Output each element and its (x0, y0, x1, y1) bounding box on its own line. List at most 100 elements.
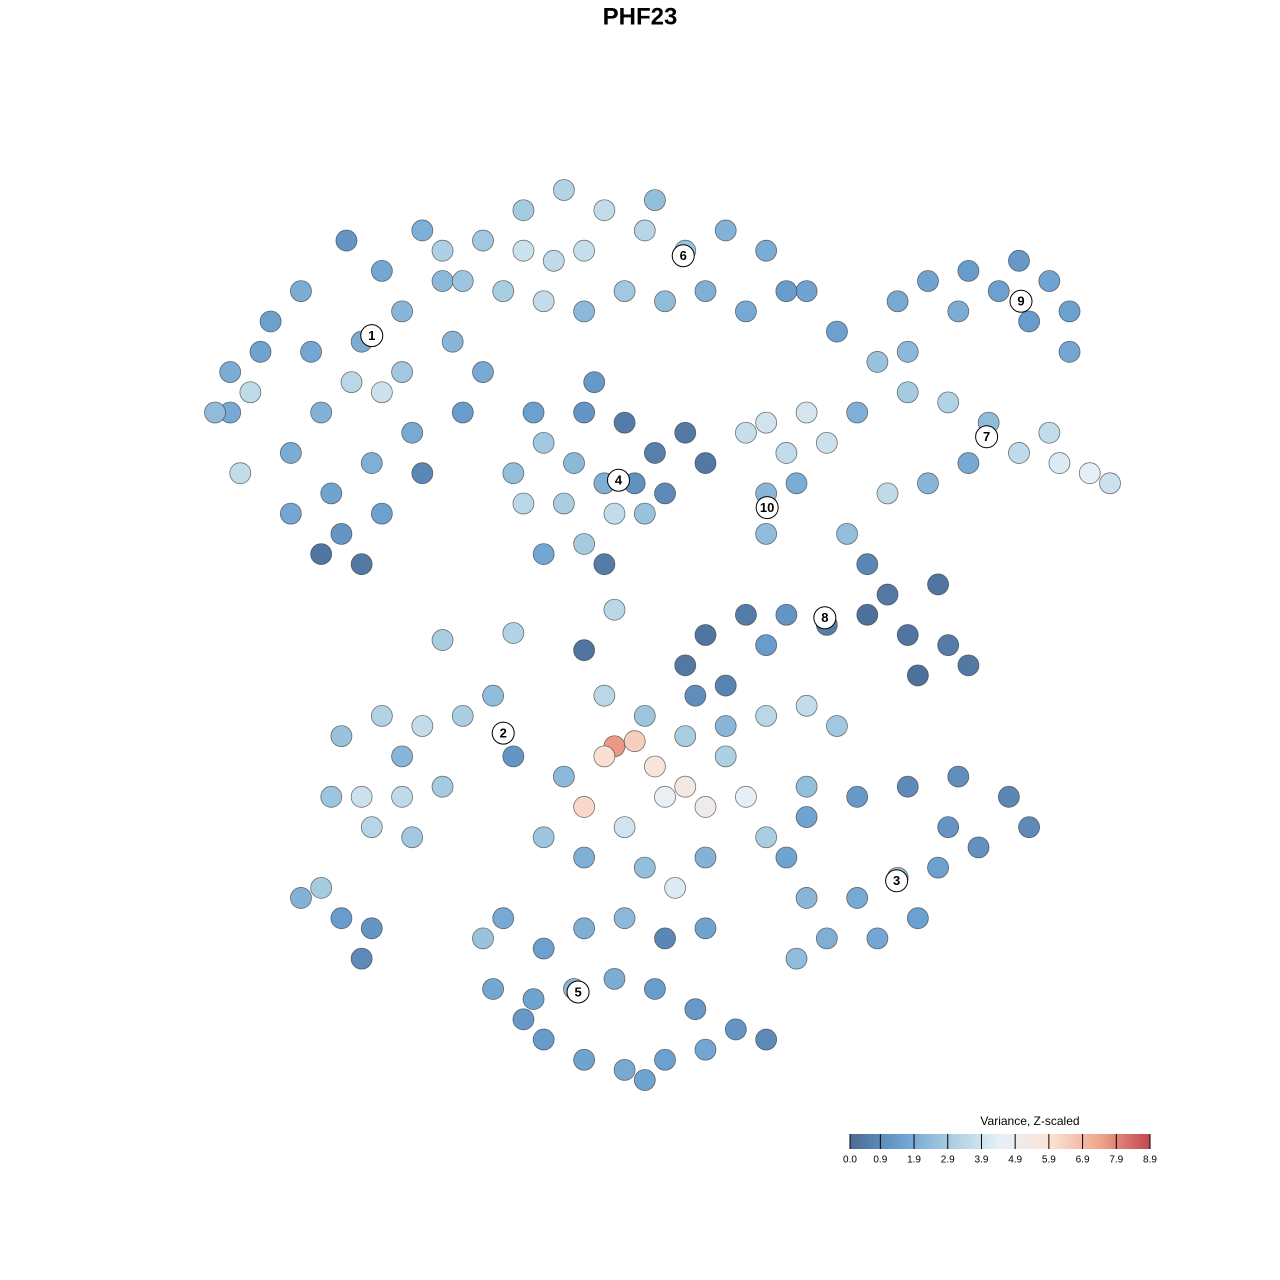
point (1008, 249, 1030, 272)
point (856, 603, 879, 626)
cluster-label-badge (975, 425, 999, 449)
point (755, 239, 778, 262)
point (360, 452, 383, 474)
point (593, 199, 616, 222)
point (512, 239, 535, 262)
point (512, 492, 535, 515)
point (1099, 472, 1121, 495)
point (654, 927, 676, 950)
point (967, 836, 990, 859)
point (522, 401, 545, 424)
cluster-label: 1 (360, 324, 384, 348)
point (573, 917, 596, 940)
point (997, 785, 1020, 808)
point (335, 229, 358, 252)
point (633, 502, 656, 525)
point (785, 947, 808, 970)
point (917, 270, 939, 292)
point (391, 300, 413, 323)
point (957, 654, 980, 677)
cluster-label-badge (491, 721, 515, 745)
colorbar-tick-label: 8.9 (1143, 1155, 1157, 1166)
cluster-label-text: 7 (983, 429, 990, 444)
point (755, 522, 778, 545)
point (815, 927, 838, 950)
point (350, 947, 373, 970)
point (755, 705, 778, 727)
cluster-label: 7 (975, 425, 999, 449)
point (573, 239, 596, 262)
point (886, 290, 909, 313)
point (644, 442, 666, 464)
point (633, 219, 656, 242)
point (694, 452, 717, 474)
point (360, 816, 383, 839)
point (795, 775, 818, 798)
colorbar-tick-label: 3.9 (975, 1155, 989, 1166)
point (927, 856, 949, 879)
point (603, 598, 626, 621)
colorbar-tick-label: 2.9 (941, 1155, 955, 1166)
point (1018, 310, 1040, 333)
cluster-label-badge (755, 496, 779, 520)
point (370, 705, 393, 727)
point (573, 846, 596, 869)
point (492, 907, 515, 930)
point (714, 715, 737, 737)
cluster-label-text: 9 (1017, 294, 1024, 309)
point (654, 290, 676, 313)
point (279, 502, 302, 525)
point (735, 300, 757, 323)
point (340, 371, 363, 394)
point (441, 330, 464, 353)
point (472, 361, 494, 383)
point (937, 391, 960, 414)
point (350, 553, 373, 576)
point (694, 280, 717, 303)
point (391, 745, 413, 768)
point (694, 796, 717, 818)
point (593, 684, 616, 707)
point (775, 603, 798, 626)
point (654, 785, 676, 808)
point (957, 452, 980, 474)
point (896, 340, 919, 363)
chart-title: PHF23 (603, 3, 678, 30)
point (370, 260, 393, 282)
cluster-label-badge (360, 324, 384, 348)
point (947, 765, 970, 788)
point (836, 522, 858, 545)
point (320, 785, 343, 808)
point (573, 300, 596, 323)
point (532, 290, 555, 313)
points (204, 179, 1121, 1091)
point (866, 351, 889, 373)
point (714, 745, 737, 768)
point (593, 745, 616, 768)
point (573, 401, 596, 424)
point (411, 715, 434, 737)
point (1038, 421, 1061, 444)
point (1058, 340, 1081, 363)
point (775, 846, 798, 869)
point (674, 775, 697, 798)
point (826, 320, 848, 343)
point (633, 856, 656, 879)
point (1038, 270, 1061, 292)
point (603, 967, 626, 990)
point (310, 876, 333, 899)
point (856, 553, 879, 576)
point (300, 340, 322, 363)
point (451, 401, 474, 424)
point (654, 1048, 676, 1071)
cluster-label-badge (885, 869, 909, 893)
point (795, 887, 818, 909)
point (694, 624, 717, 646)
point (532, 826, 555, 849)
point (482, 978, 505, 1000)
cluster-label: 5 (566, 980, 590, 1004)
point (937, 816, 960, 839)
point (906, 664, 929, 687)
point (401, 421, 424, 444)
colorbar-tick-label: 1.9 (907, 1155, 921, 1166)
